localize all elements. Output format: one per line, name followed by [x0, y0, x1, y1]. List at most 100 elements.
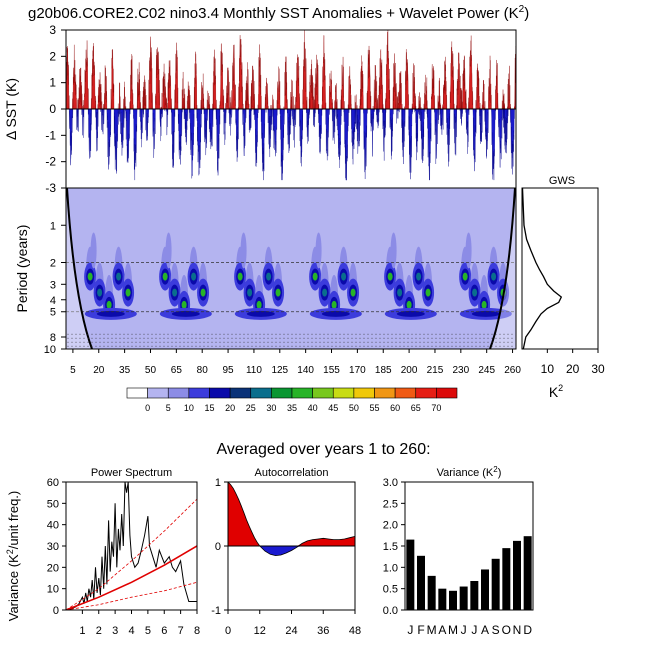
significance-stipple — [99, 337, 101, 339]
cone-of-influence-left — [66, 187, 93, 350]
significance-stipple — [187, 337, 189, 339]
colorbar-label: 15 — [204, 403, 214, 413]
wavelet-xtick-label: 200 — [401, 365, 418, 376]
significance-stipple — [239, 333, 241, 335]
wavelet-frame — [65, 187, 517, 350]
significance-stipple — [291, 333, 293, 335]
colorbar-label: 50 — [349, 403, 359, 413]
mv-frame — [404, 481, 534, 611]
significance-stipple — [335, 333, 337, 335]
cone-of-influence-shade-left — [66, 188, 92, 349]
significance-stipple — [511, 341, 513, 343]
significance-stipple — [491, 333, 493, 335]
ps-xtick-label: 1 — [79, 625, 85, 637]
significance-stipple — [211, 337, 213, 339]
significance-stipple — [463, 345, 465, 347]
significance-stipple — [495, 337, 497, 339]
significance-stipple — [359, 345, 361, 347]
significance-stipple — [355, 341, 357, 343]
mv-bar — [438, 588, 447, 610]
significance-stipple — [71, 341, 73, 343]
significance-stipple — [215, 341, 217, 343]
significance-stipple — [447, 333, 449, 335]
significance-stipple — [151, 333, 153, 335]
ps-ylabel-close: /unit freq.) — [6, 491, 21, 550]
significance-stipple — [203, 337, 205, 339]
significance-stipple — [155, 345, 157, 347]
significance-stipple — [255, 337, 257, 339]
significance-stipple — [291, 341, 293, 343]
significance-stipple — [391, 345, 393, 347]
significance-stipple — [455, 337, 457, 339]
significance-stipple — [119, 341, 121, 343]
significance-stipple — [107, 345, 109, 347]
significance-stipple — [103, 345, 105, 347]
significance-stipple — [163, 337, 165, 339]
significance-stipple — [387, 345, 389, 347]
wavelet-background — [66, 188, 516, 349]
significance-stipple — [187, 345, 189, 347]
significance-stipple — [443, 341, 445, 343]
significance-stipple — [267, 341, 269, 343]
significance-stipple — [431, 341, 433, 343]
significance-stipple — [343, 337, 345, 339]
significance-stipple — [259, 345, 261, 347]
mv-bar — [491, 558, 500, 610]
ac-positive-area — [228, 482, 355, 546]
significance-stipple — [207, 341, 209, 343]
wavelet-power-blob — [350, 288, 356, 297]
significance-stipple — [263, 337, 265, 339]
mv-xtick-label: M — [427, 623, 437, 637]
significance-stipple — [187, 341, 189, 343]
significance-stipple — [199, 337, 201, 339]
colorbar-label: 10 — [184, 403, 194, 413]
significance-stipple — [163, 345, 165, 347]
significance-stipple — [67, 345, 69, 347]
wavelet-ylabel: Period (years) — [14, 225, 30, 313]
significance-stipple — [363, 345, 365, 347]
significance-stipple — [95, 333, 97, 335]
mv-ytick-label: 2.5 — [383, 498, 398, 510]
significance-stipple — [99, 333, 101, 335]
significance-stipple — [267, 345, 269, 347]
significance-stipple — [487, 345, 489, 347]
significance-stipple — [171, 333, 173, 335]
significance-stipple — [175, 341, 177, 343]
significance-stipple — [295, 337, 297, 339]
significance-stipple — [419, 345, 421, 347]
colorbar-label: 70 — [431, 403, 441, 413]
gws-xtick-label: 30 — [591, 362, 605, 376]
ps-xtick-label: 3 — [112, 625, 118, 637]
significance-stipple — [451, 341, 453, 343]
significance-stipple — [491, 337, 493, 339]
significance-stipple — [411, 337, 413, 339]
significance-stipple — [443, 337, 445, 339]
ps-line-spectrum — [66, 482, 197, 610]
significance-stipple — [347, 337, 349, 339]
significance-stipple — [267, 333, 269, 335]
significance-stipple — [91, 333, 93, 335]
significance-stipple — [411, 333, 413, 335]
significance-stipple — [107, 333, 109, 335]
mv-ytick-label: 0.5 — [383, 584, 398, 596]
significance-stipple — [299, 337, 301, 339]
significance-stipple — [383, 345, 385, 347]
significance-stipple — [447, 337, 449, 339]
significance-stipple — [455, 341, 457, 343]
colorbar-label: 20 — [225, 403, 235, 413]
significance-stipple — [231, 333, 233, 335]
significance-stipple — [179, 333, 181, 335]
significance-stipple — [487, 341, 489, 343]
wavelet-power-blob — [200, 288, 206, 297]
wavelet-xtick-label: 5 — [70, 365, 76, 376]
significance-stipple — [227, 345, 229, 347]
mv-xtick-label: S — [492, 623, 500, 637]
significance-stipple — [287, 341, 289, 343]
colorbar-swatch — [188, 387, 210, 399]
significance-stipple — [463, 337, 465, 339]
significance-stipple — [467, 341, 469, 343]
colorbar-swatch — [250, 387, 272, 399]
significance-stipple — [463, 341, 465, 343]
wavelet-power-blob — [387, 272, 393, 281]
significance-stipple — [219, 337, 221, 339]
